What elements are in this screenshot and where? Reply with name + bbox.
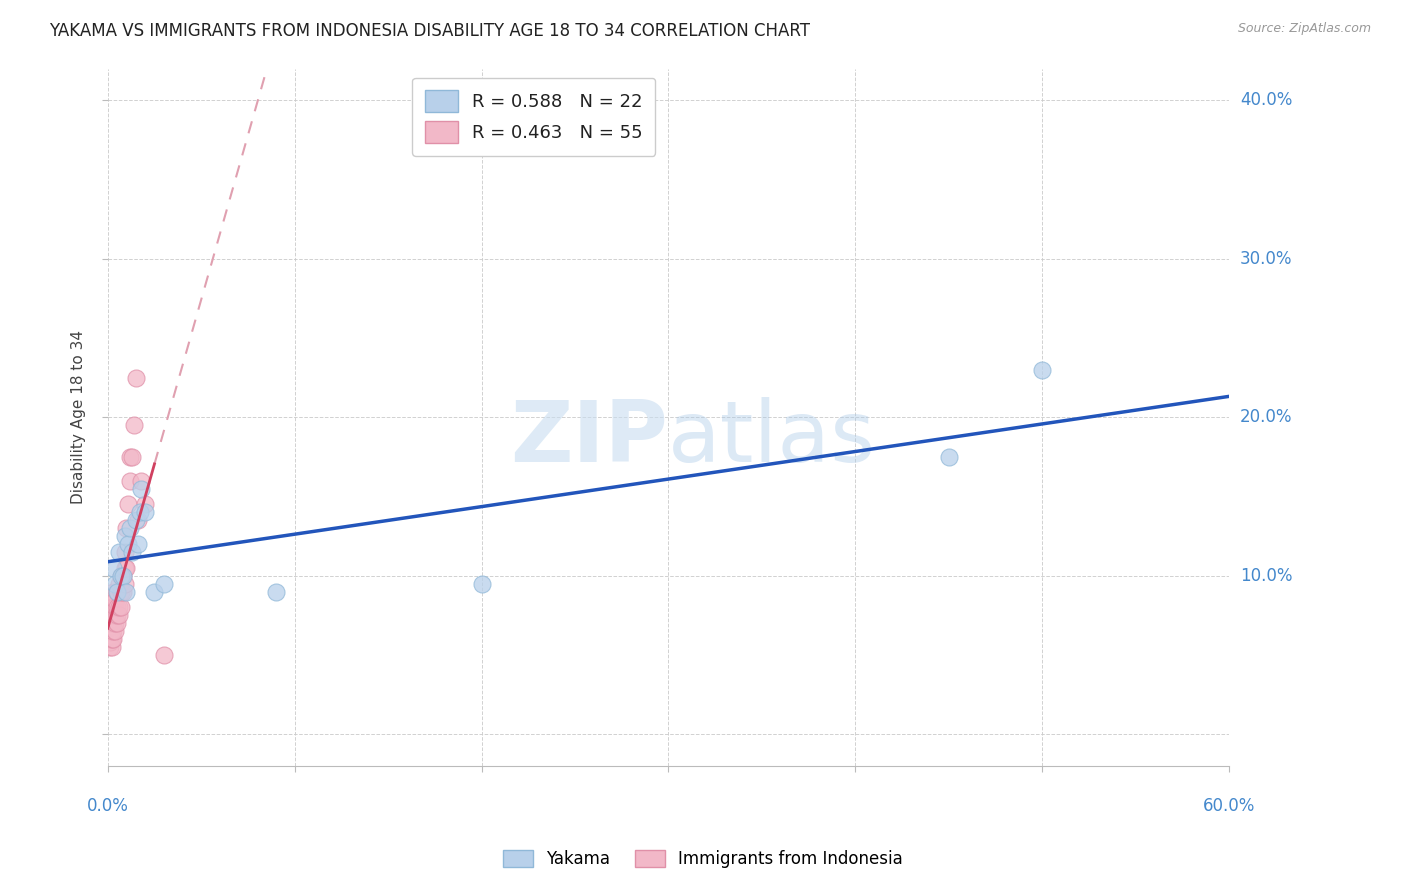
Point bbox=[108, 576, 131, 591]
Point bbox=[98, 640, 121, 654]
Point bbox=[125, 513, 148, 527]
Point bbox=[120, 521, 142, 535]
Point bbox=[134, 505, 156, 519]
Point bbox=[134, 498, 156, 512]
Point bbox=[114, 561, 136, 575]
Point bbox=[117, 498, 139, 512]
Point bbox=[127, 513, 149, 527]
Point bbox=[105, 584, 128, 599]
Text: 0.0%: 0.0% bbox=[87, 797, 129, 814]
Point bbox=[264, 584, 287, 599]
Point bbox=[103, 632, 125, 647]
Point bbox=[143, 584, 166, 599]
Point bbox=[153, 576, 176, 591]
Point bbox=[121, 450, 143, 464]
Point bbox=[104, 600, 127, 615]
Text: Source: ZipAtlas.com: Source: ZipAtlas.com bbox=[1237, 22, 1371, 36]
Point bbox=[98, 613, 121, 627]
Text: 60.0%: 60.0% bbox=[1202, 797, 1256, 814]
Point bbox=[98, 635, 121, 649]
Point bbox=[100, 608, 122, 623]
Point bbox=[104, 576, 127, 591]
Point bbox=[98, 632, 121, 647]
Point bbox=[103, 561, 125, 575]
Point bbox=[114, 576, 136, 591]
Point bbox=[110, 600, 132, 615]
Point bbox=[98, 624, 121, 639]
Point bbox=[115, 561, 138, 575]
Point bbox=[105, 584, 128, 599]
Legend: Yakama, Immigrants from Indonesia: Yakama, Immigrants from Indonesia bbox=[496, 843, 910, 875]
Point bbox=[98, 629, 121, 643]
Point bbox=[103, 608, 125, 623]
Point bbox=[115, 521, 138, 535]
Point bbox=[153, 648, 176, 662]
Text: 20.0%: 20.0% bbox=[1240, 409, 1292, 426]
Point bbox=[98, 608, 121, 623]
Text: ZIP: ZIP bbox=[510, 397, 668, 480]
Text: 40.0%: 40.0% bbox=[1240, 91, 1292, 109]
Point bbox=[108, 545, 131, 559]
Point bbox=[114, 529, 136, 543]
Y-axis label: Disability Age 18 to 34: Disability Age 18 to 34 bbox=[72, 330, 86, 504]
Point bbox=[103, 624, 125, 639]
Point bbox=[100, 632, 122, 647]
Point bbox=[1031, 362, 1053, 376]
Point bbox=[108, 608, 131, 623]
Point bbox=[104, 616, 127, 631]
Point bbox=[111, 584, 134, 599]
Point bbox=[122, 418, 145, 433]
Point bbox=[125, 370, 148, 384]
Point bbox=[103, 584, 125, 599]
Point bbox=[938, 450, 960, 464]
Point bbox=[120, 474, 142, 488]
Point bbox=[115, 584, 138, 599]
Point bbox=[120, 450, 142, 464]
Point bbox=[98, 619, 121, 633]
Point bbox=[100, 624, 122, 639]
Point bbox=[100, 616, 122, 631]
Point bbox=[128, 505, 150, 519]
Point bbox=[131, 482, 153, 496]
Point bbox=[98, 616, 121, 631]
Point bbox=[103, 616, 125, 631]
Text: atlas: atlas bbox=[668, 397, 876, 480]
Point bbox=[121, 545, 143, 559]
Point bbox=[105, 600, 128, 615]
Point bbox=[104, 608, 127, 623]
Point bbox=[117, 537, 139, 551]
Text: 30.0%: 30.0% bbox=[1240, 250, 1292, 268]
Text: YAKAMA VS IMMIGRANTS FROM INDONESIA DISABILITY AGE 18 TO 34 CORRELATION CHART: YAKAMA VS IMMIGRANTS FROM INDONESIA DISA… bbox=[49, 22, 810, 40]
Point bbox=[104, 592, 127, 607]
Point bbox=[111, 568, 134, 582]
Point bbox=[105, 616, 128, 631]
Point bbox=[108, 600, 131, 615]
Point bbox=[131, 474, 153, 488]
Legend: R = 0.588   N = 22, R = 0.463   N = 55: R = 0.588 N = 22, R = 0.463 N = 55 bbox=[412, 78, 655, 156]
Point bbox=[105, 608, 128, 623]
Point bbox=[470, 576, 492, 591]
Point bbox=[114, 545, 136, 559]
Point bbox=[110, 568, 132, 582]
Point bbox=[100, 592, 122, 607]
Point bbox=[104, 624, 127, 639]
Point bbox=[110, 584, 132, 599]
Point bbox=[110, 568, 132, 582]
Point bbox=[100, 640, 122, 654]
Point bbox=[111, 568, 134, 582]
Point bbox=[103, 600, 125, 615]
Point bbox=[100, 600, 122, 615]
Point bbox=[127, 537, 149, 551]
Text: 10.0%: 10.0% bbox=[1240, 566, 1292, 585]
Point bbox=[98, 600, 121, 615]
